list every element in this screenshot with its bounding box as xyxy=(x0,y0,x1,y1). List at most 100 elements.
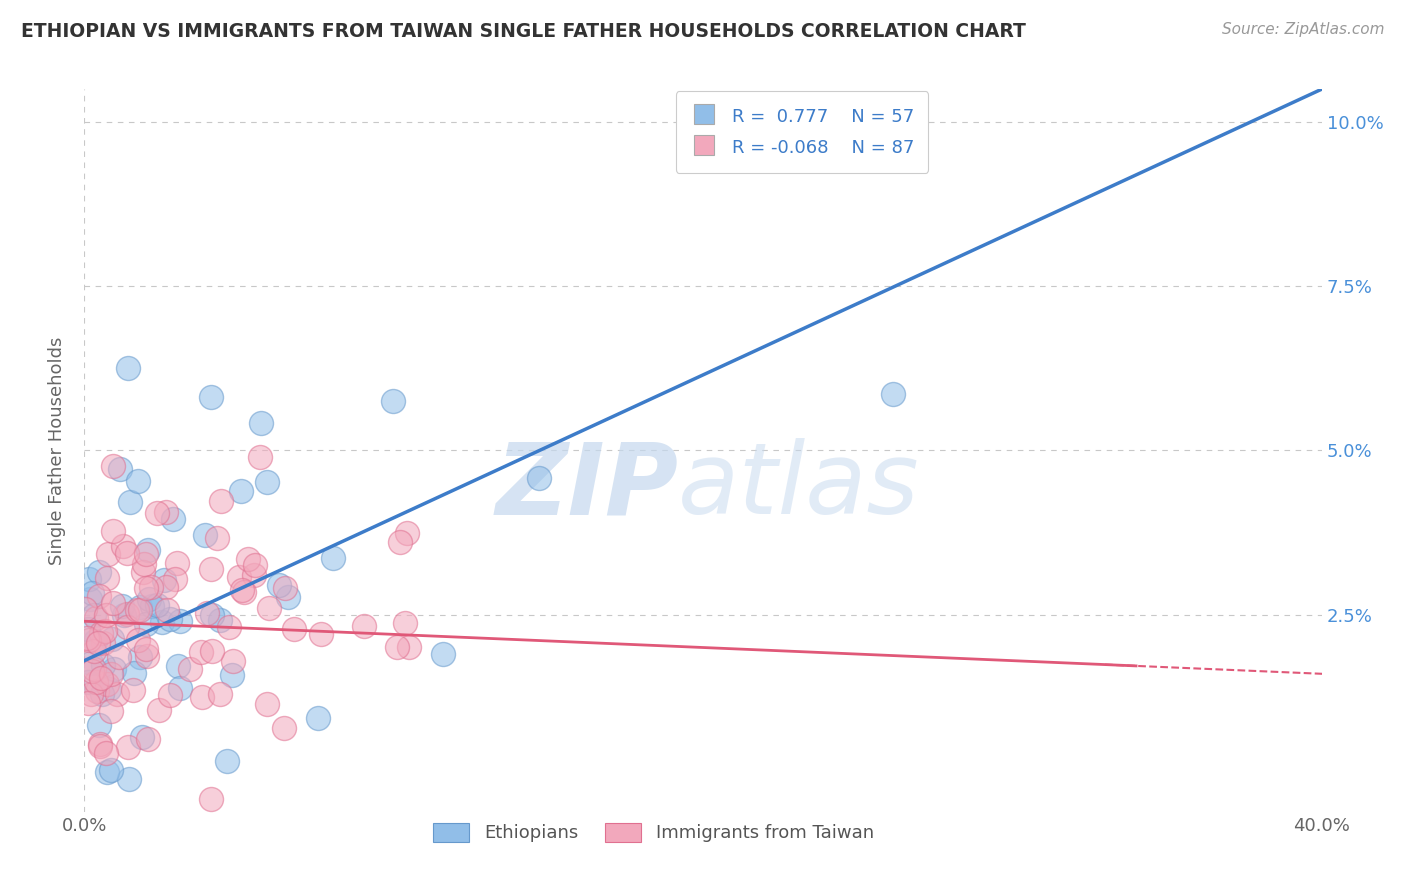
Point xyxy=(122,683,145,698)
Point xyxy=(195,606,218,620)
Point xyxy=(233,585,256,599)
Point xyxy=(138,592,160,607)
Point xyxy=(132,557,155,571)
Point xyxy=(527,471,550,485)
Point xyxy=(89,739,111,754)
Point xyxy=(96,764,118,779)
Point xyxy=(131,730,153,744)
Point xyxy=(100,764,122,778)
Point xyxy=(353,618,375,632)
Point xyxy=(259,601,281,615)
Point xyxy=(385,640,408,655)
Point xyxy=(283,623,305,637)
Point xyxy=(166,658,188,673)
Point xyxy=(243,558,266,572)
Point xyxy=(148,703,170,717)
Point xyxy=(77,675,100,690)
Point xyxy=(117,360,139,375)
Point xyxy=(169,681,191,696)
Y-axis label: Single Father Households: Single Father Households xyxy=(48,336,66,565)
Point xyxy=(80,586,103,600)
Point xyxy=(267,578,290,592)
Point xyxy=(221,668,243,682)
Point xyxy=(166,556,188,570)
Text: ZIP: ZIP xyxy=(495,438,678,535)
Point xyxy=(90,625,112,640)
Point xyxy=(218,620,240,634)
Point xyxy=(190,690,212,704)
Point xyxy=(156,603,179,617)
Point xyxy=(190,645,212,659)
Point xyxy=(108,649,131,664)
Point xyxy=(169,614,191,628)
Point xyxy=(382,394,405,409)
Point xyxy=(152,573,174,587)
Point xyxy=(311,626,333,640)
Legend: Ethiopians, Immigrants from Taiwan: Ethiopians, Immigrants from Taiwan xyxy=(426,816,882,850)
Point xyxy=(307,711,329,725)
Point xyxy=(155,580,177,594)
Point xyxy=(163,572,186,586)
Point xyxy=(91,687,114,701)
Point xyxy=(83,634,105,648)
Point xyxy=(101,459,124,474)
Point xyxy=(90,671,112,685)
Point xyxy=(215,754,238,768)
Point xyxy=(96,677,118,691)
Point xyxy=(136,731,159,746)
Point xyxy=(398,640,420,654)
Point xyxy=(89,737,111,751)
Text: Source: ZipAtlas.com: Source: ZipAtlas.com xyxy=(1222,22,1385,37)
Point xyxy=(228,570,250,584)
Point xyxy=(201,643,224,657)
Point xyxy=(155,505,177,519)
Point xyxy=(201,607,224,622)
Point xyxy=(882,387,904,401)
Point xyxy=(128,650,150,665)
Point xyxy=(129,602,152,616)
Point xyxy=(94,608,117,623)
Point xyxy=(200,562,222,576)
Point xyxy=(208,613,231,627)
Point xyxy=(97,682,120,697)
Point xyxy=(221,654,243,668)
Point xyxy=(115,546,138,560)
Point xyxy=(200,791,222,805)
Point xyxy=(87,565,110,579)
Point xyxy=(118,772,141,786)
Point xyxy=(141,599,163,613)
Point xyxy=(135,581,157,595)
Point xyxy=(179,662,201,676)
Point xyxy=(83,644,105,658)
Point xyxy=(122,666,145,681)
Point xyxy=(200,390,222,404)
Point xyxy=(91,658,114,673)
Point xyxy=(249,450,271,465)
Point xyxy=(229,484,252,499)
Point xyxy=(127,603,149,617)
Point xyxy=(127,474,149,488)
Point xyxy=(135,617,157,632)
Point xyxy=(150,615,173,629)
Point xyxy=(256,697,278,711)
Point xyxy=(108,462,131,476)
Point xyxy=(84,611,107,625)
Point xyxy=(87,589,110,603)
Point xyxy=(100,704,122,718)
Point xyxy=(112,539,135,553)
Point xyxy=(388,535,411,549)
Point xyxy=(136,543,159,558)
Point xyxy=(207,532,229,546)
Point xyxy=(77,633,100,648)
Point xyxy=(86,675,108,690)
Point xyxy=(96,746,118,760)
Point xyxy=(80,657,103,671)
Point xyxy=(256,475,278,489)
Point xyxy=(103,662,125,676)
Point xyxy=(277,590,299,604)
Point xyxy=(91,636,114,650)
Point xyxy=(322,551,344,566)
Point xyxy=(145,507,167,521)
Point xyxy=(79,591,101,606)
Point xyxy=(432,647,454,661)
